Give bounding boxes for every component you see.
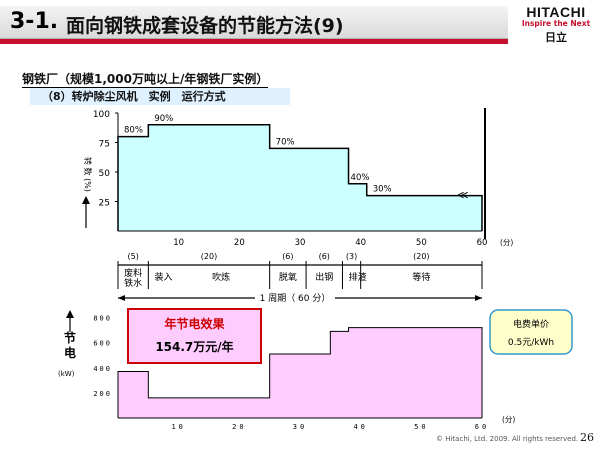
phase-duration: (20) — [413, 252, 429, 261]
top-x-tick-label: 30 — [295, 238, 306, 248]
top-y-tick-label: 100 — [93, 110, 110, 120]
slide-title: 面向钢铁成套设备的节能方法(9) — [66, 15, 344, 37]
top-x-unit: (分) — [500, 238, 513, 247]
title-underline — [0, 39, 508, 44]
phase-name: 铁水 — [124, 277, 142, 289]
top-x-tick-label: 60 — [477, 238, 488, 248]
bottom-y-label-bottom: 电 — [64, 345, 76, 360]
top-step-label: 80% — [124, 126, 143, 136]
bottom-x-tick-label: 20 — [232, 423, 246, 431]
axis-break-mark: ≪ — [457, 189, 469, 202]
phase-name: 吹炼 — [212, 271, 230, 283]
top-y-tick-label: 50 — [99, 169, 111, 179]
title-band — [0, 6, 508, 39]
phase-duration: (6) — [282, 252, 293, 261]
bottom-y-label-top: 节 — [64, 330, 76, 345]
slide-number: 3-1. — [10, 9, 59, 34]
price-title: 电费单价 — [513, 318, 549, 330]
phase-duration: (6) — [319, 252, 330, 261]
price-value: 0.5元/kWh — [508, 338, 554, 348]
savings-title: 年节电效果 — [164, 316, 224, 331]
top-area-fill — [118, 124, 482, 231]
savings-value: 154.7万元/年 — [155, 339, 233, 354]
phase-name: 等待 — [412, 271, 430, 283]
bottom-y-unit: (kW) — [58, 370, 75, 378]
logo-name: HITACHI — [526, 4, 586, 20]
top-y-label: 转 数 (%) — [83, 157, 93, 192]
section-label: （8）转炉除尘风机 实例 运行方式 — [30, 88, 290, 105]
top-y-arrowhead — [82, 196, 90, 204]
bottom-x-tick-label: 50 — [414, 423, 428, 431]
top-x-tick-label: 50 — [416, 238, 427, 248]
bottom-x-tick-label: 10 — [171, 423, 185, 431]
price-box — [489, 309, 573, 355]
top-x-tick-label: 10 — [173, 238, 184, 248]
top-step-label: 40% — [351, 173, 370, 183]
phase-name: 废料 — [124, 267, 142, 279]
subtitle: 钢铁厂（规模1,000万吨以上/年钢铁厂实例） — [22, 72, 269, 88]
bottom-y-tick-label: 200 — [93, 390, 112, 398]
cycle-label: 1 周期（ 60 分） — [260, 293, 331, 304]
phase-name: 排渣 — [349, 271, 367, 283]
phase-name: 脱氧 — [279, 271, 297, 283]
top-y-tick-label: 25 — [99, 199, 110, 209]
bottom-x-tick-label: 40 — [353, 423, 367, 431]
savings-box — [127, 308, 262, 364]
logo-japanese: 日立 — [545, 31, 567, 44]
top-x-tick-label: 20 — [234, 238, 245, 248]
header: 3-1. 面向钢铁成套设备的节能方法(9) HITACHI Inspire th… — [0, 0, 600, 46]
bottom-step-line — [117, 327, 483, 418]
bottom-y-tick-label: 400 — [93, 365, 112, 373]
bottom-x-unit: (分) — [502, 415, 515, 424]
top-y-tick-label: 75 — [99, 140, 110, 150]
top-step-label: 30% — [373, 185, 392, 195]
copyright: © Hitachi, Ltd. 2009. All rights reserve… — [436, 435, 579, 443]
bottom-y-arrowhead — [66, 310, 74, 318]
bottom-y-tick-label: 600 — [93, 340, 112, 348]
cycle-arrow-right — [475, 295, 482, 301]
bottom-x-tick-label: 60 — [475, 423, 489, 431]
page-number: 26 — [580, 431, 594, 444]
bottom-x-tick-label: 30 — [293, 423, 307, 431]
top-x-tick-label: 40 — [355, 238, 366, 248]
cycle-arrow-left — [118, 295, 125, 301]
logo-tagline: Inspire the Next — [521, 19, 591, 28]
phase-name: 出钢 — [315, 271, 333, 283]
hitachi-logo: HITACHI Inspire the Next 日立 — [516, 4, 596, 45]
top-step-line — [117, 124, 483, 231]
bottom-area-fill — [118, 327, 482, 418]
phase-duration: (5) — [127, 252, 138, 261]
cycle-label-bg — [255, 291, 335, 303]
phase-name: 装入 — [154, 271, 172, 283]
bottom-y-tick-label: 800 — [93, 315, 112, 323]
top-step-label: 90% — [154, 114, 173, 124]
phase-duration: (20) — [201, 252, 217, 261]
top-step-label: 70% — [276, 137, 295, 147]
phase-duration: (3) — [346, 252, 357, 261]
